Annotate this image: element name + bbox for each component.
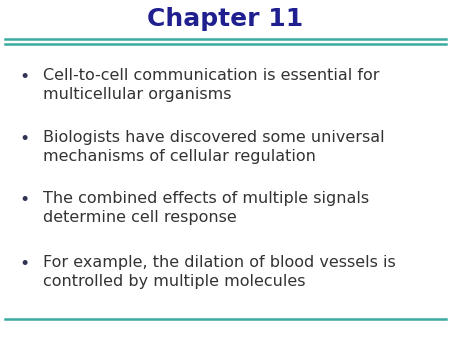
Text: •: •: [20, 68, 30, 86]
Text: Biologists have discovered some universal
mechanisms of cellular regulation: Biologists have discovered some universa…: [43, 130, 384, 164]
Text: Chapter 11: Chapter 11: [147, 6, 303, 31]
Text: •: •: [20, 255, 30, 273]
Text: •: •: [20, 130, 30, 148]
Text: For example, the dilation of blood vessels is
controlled by multiple molecules: For example, the dilation of blood vesse…: [43, 255, 396, 289]
Text: Cell-to-cell communication is essential for
multicellular organisms: Cell-to-cell communication is essential …: [43, 68, 379, 102]
Text: The combined effects of multiple signals
determine cell response: The combined effects of multiple signals…: [43, 191, 369, 225]
Text: •: •: [20, 191, 30, 209]
